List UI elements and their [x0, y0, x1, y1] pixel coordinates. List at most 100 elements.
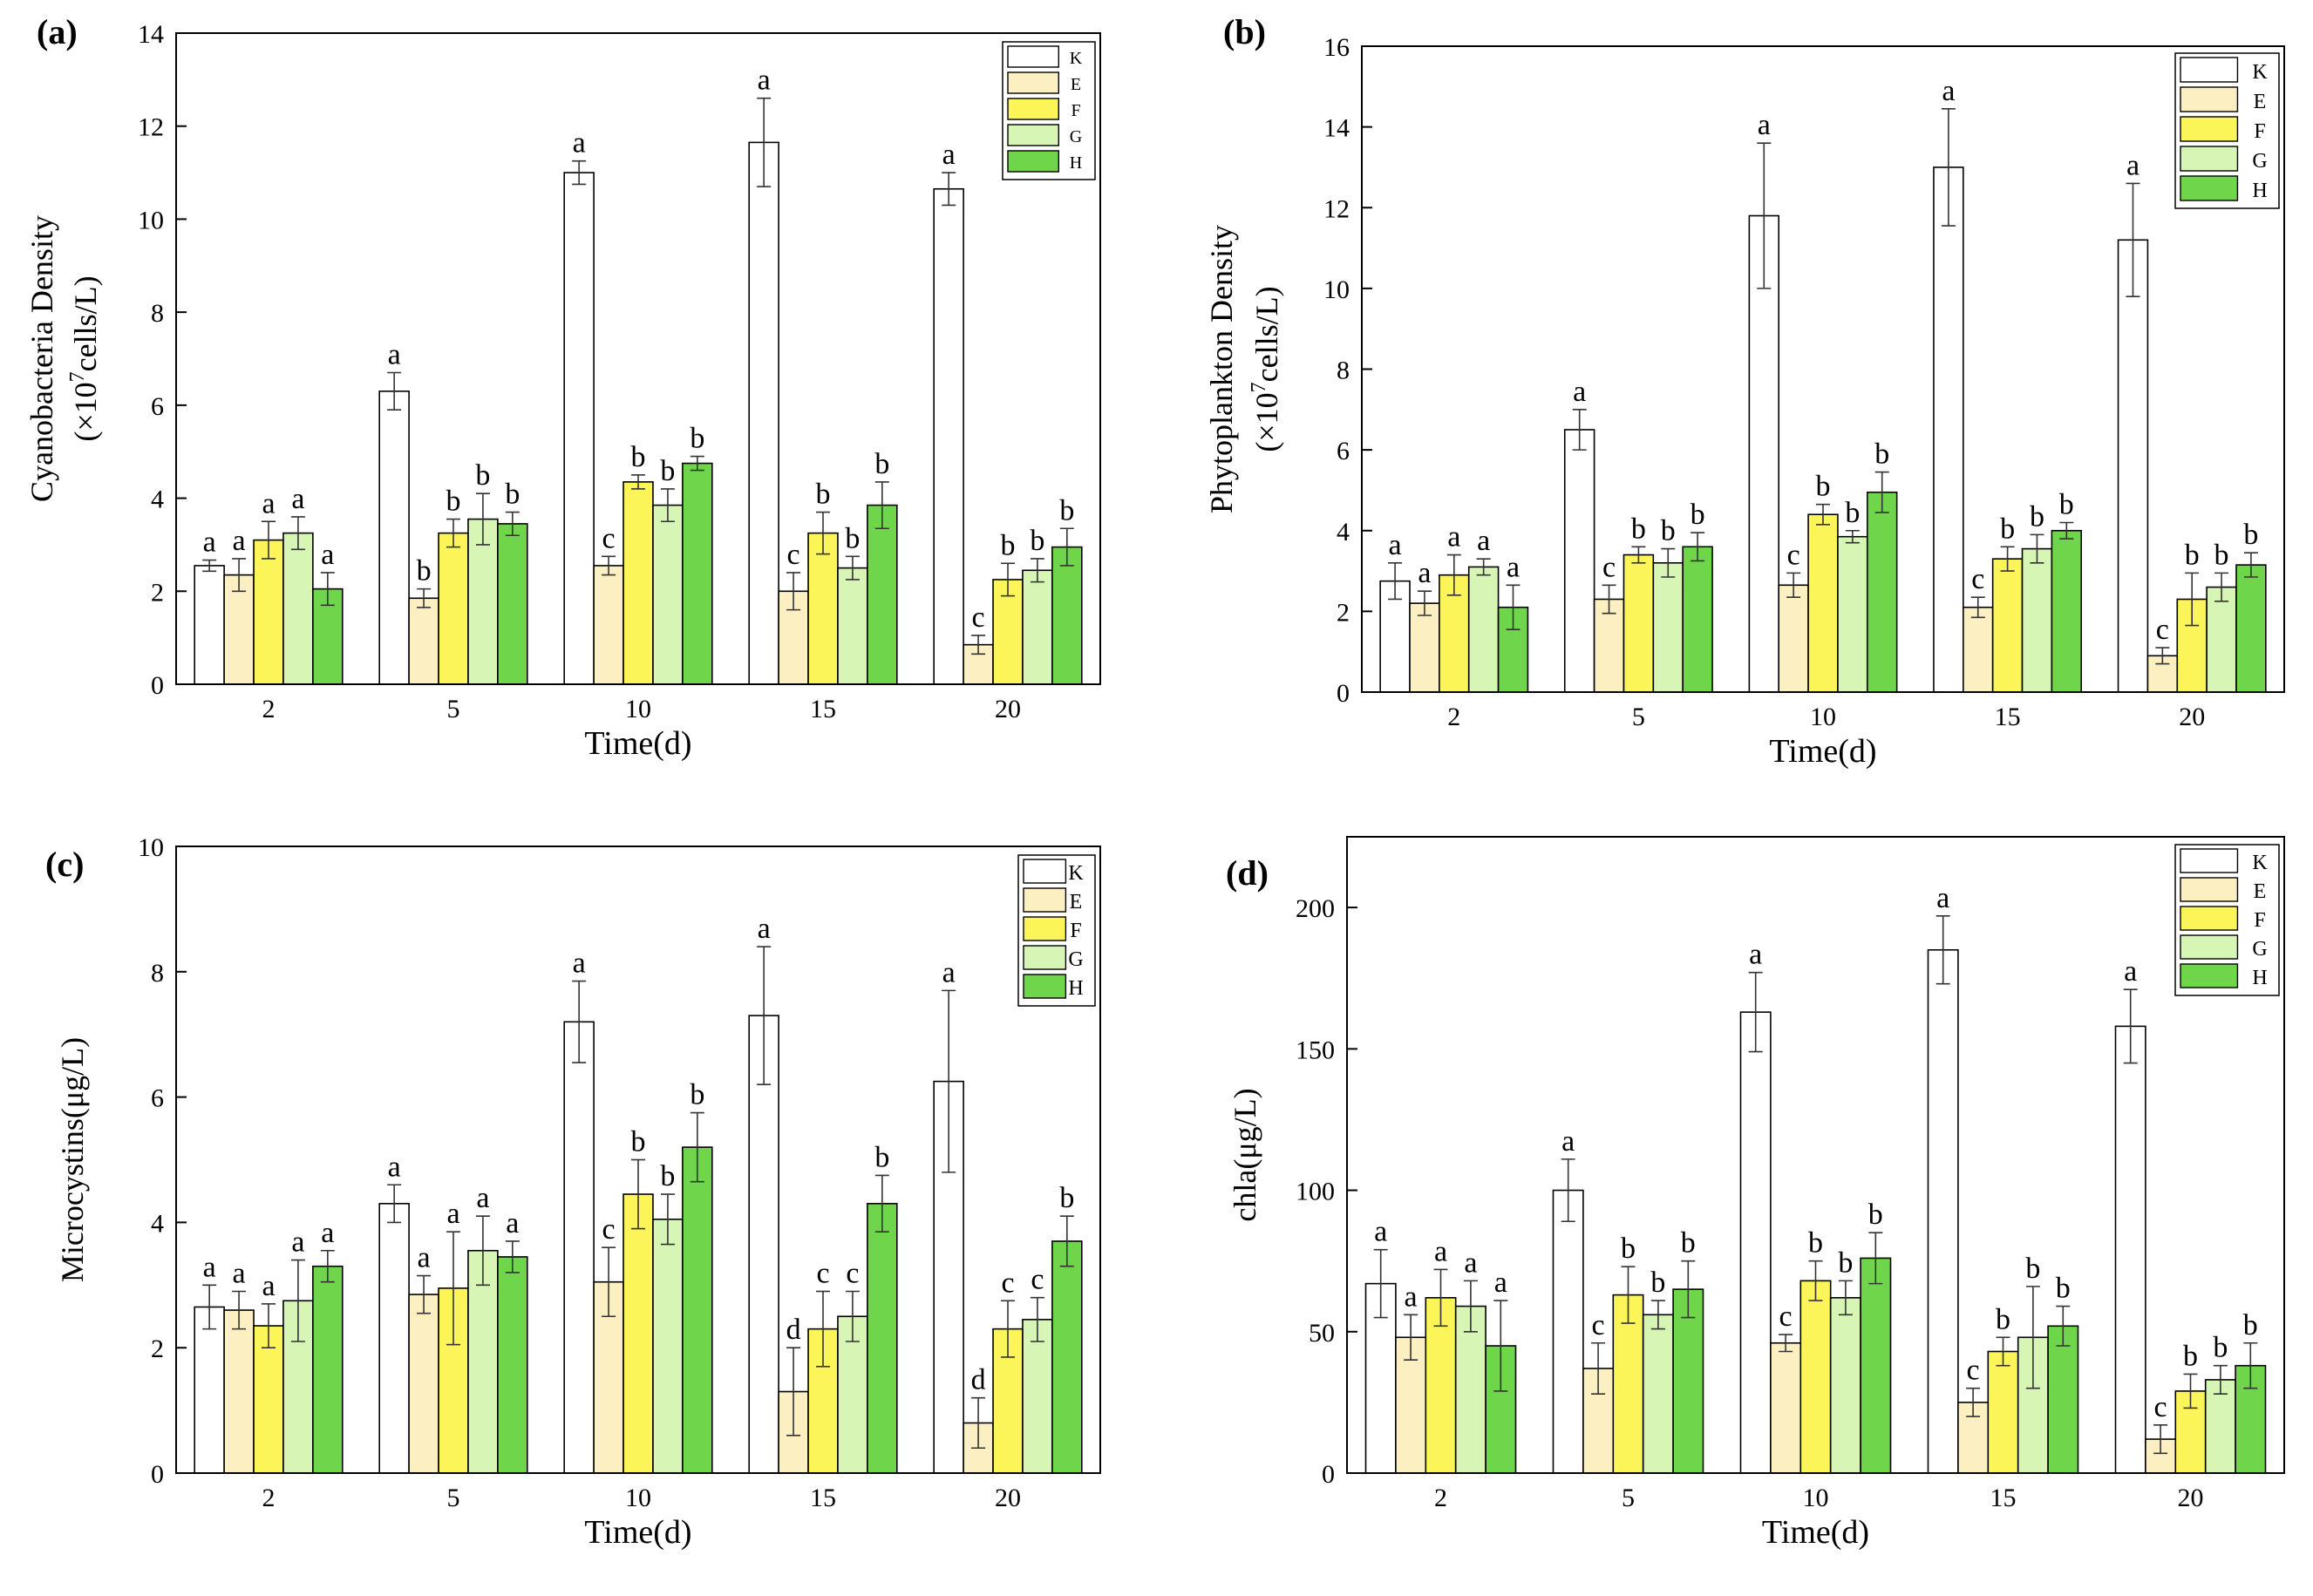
- significance-letter: a: [942, 139, 956, 171]
- bar-F-5: [438, 532, 469, 685]
- y-axis-unit-prefix: (×10: [1249, 392, 1284, 452]
- bar-K-20: [933, 187, 964, 685]
- significance-letter: c: [602, 522, 616, 554]
- bar-E-2: [223, 574, 255, 685]
- y-tick-label: 50: [1309, 1319, 1335, 1348]
- significance-letter: b: [2059, 488, 2074, 520]
- legend-label: G: [1070, 127, 1082, 146]
- significance-letter: a: [233, 525, 246, 557]
- y-axis-label: chla(μg/L): [1228, 1088, 1262, 1221]
- panel-label: (d): [1226, 853, 1269, 893]
- bar-K-10: [1739, 1011, 1772, 1474]
- significance-letter: b: [505, 479, 520, 511]
- significance-letter: b: [1030, 525, 1044, 557]
- x-tick-label: 20: [995, 1484, 1021, 1512]
- bar-F-10: [1807, 513, 1839, 693]
- y-tick-label: 6: [151, 1084, 164, 1113]
- significance-letter: b: [690, 423, 704, 455]
- y-tick-label: 14: [138, 20, 164, 49]
- significance-letter: c: [846, 1257, 859, 1289]
- bar-K-15: [1933, 166, 1964, 693]
- x-tick-label: 10: [625, 1484, 651, 1512]
- x-tick-label: 15: [810, 695, 836, 723]
- significance-letter: b: [475, 459, 490, 492]
- y-tick-label: 12: [1323, 194, 1350, 223]
- significance-letter: a: [476, 1182, 489, 1214]
- bar-E-15: [1963, 606, 1994, 693]
- significance-letter: a: [1418, 557, 1431, 589]
- bar-K-15: [748, 141, 779, 685]
- significance-letter: b: [2025, 1253, 2040, 1285]
- legend-label: H: [2252, 180, 2267, 202]
- bar-G-20: [1022, 1319, 1053, 1474]
- x-tick-label: 2: [262, 695, 276, 723]
- significance-letter: b: [1631, 513, 1646, 545]
- legend-swatch-K: [2180, 848, 2239, 873]
- significance-letter: b: [845, 522, 860, 554]
- significance-letter: a: [291, 483, 304, 515]
- significance-letter: b: [1621, 1233, 1636, 1265]
- significance-letter: a: [1942, 75, 1955, 107]
- x-tick-label: 10: [1810, 703, 1836, 731]
- bar-G-5: [1652, 561, 1684, 693]
- y-axis-unit-label: (×107cells/L): [1248, 286, 1284, 452]
- x-tick-label: 15: [810, 1484, 836, 1512]
- significance-letter: c: [1602, 551, 1616, 583]
- y-tick-label: 0: [1337, 679, 1350, 708]
- y-tick-label: 10: [1323, 275, 1350, 304]
- significance-letter: c: [1031, 1264, 1044, 1296]
- bar-K-2: [194, 1306, 225, 1474]
- significance-letter: c: [1592, 1309, 1605, 1341]
- significance-letter: b: [660, 455, 675, 487]
- legend-label: G: [1068, 948, 1083, 971]
- bar-K-20: [2117, 239, 2149, 693]
- legend-swatch-K: [1007, 45, 1059, 68]
- legend-label: E: [1070, 891, 1083, 913]
- bar-K-10: [563, 1021, 595, 1474]
- significance-letter: b: [2214, 539, 2229, 571]
- bar-E-2: [1409, 602, 1440, 693]
- significance-letter: d: [786, 1314, 801, 1346]
- y-tick-label: 0: [1322, 1460, 1335, 1489]
- y-tick-label: 2: [1337, 598, 1350, 627]
- x-tick-label: 10: [625, 695, 651, 723]
- y-tick-label: 200: [1296, 894, 1335, 923]
- significance-letter: b: [2213, 1332, 2228, 1364]
- significance-letter: a: [291, 1226, 304, 1259]
- legend-swatch-K: [2180, 57, 2239, 83]
- significance-letter: b: [690, 1079, 704, 1111]
- significance-letter: b: [2243, 1309, 2258, 1341]
- significance-letter: a: [262, 487, 275, 520]
- significance-letter: b: [874, 448, 889, 480]
- y-tick-label: 4: [1337, 518, 1350, 547]
- plot-frame: [175, 846, 1101, 1474]
- x-tick-label: 5: [1632, 703, 1645, 731]
- significance-letter: a: [321, 1217, 334, 1249]
- y-axis-unit-suffix: cells/L): [1249, 286, 1284, 382]
- significance-letter: a: [2126, 149, 2140, 181]
- significance-letter: c: [1787, 539, 1800, 571]
- legend-label: F: [1070, 920, 1081, 942]
- bar-H-20: [2235, 564, 2267, 693]
- bar-K-15: [1927, 948, 1959, 1474]
- bar-H-20: [1051, 546, 1083, 685]
- significance-letter: a: [418, 1242, 431, 1274]
- bar-G-15: [2021, 547, 2053, 693]
- significance-letter: a: [758, 913, 771, 945]
- legend-label: E: [2254, 880, 2267, 903]
- significance-letter: a: [573, 947, 586, 980]
- legend-swatch-F: [1007, 98, 1059, 120]
- y-tick-label: 8: [151, 299, 164, 328]
- bar-H-10: [1860, 1257, 1892, 1474]
- legend-label: K: [1070, 49, 1083, 68]
- legend-swatch-H: [2180, 963, 2239, 988]
- x-tick-label: 10: [1803, 1484, 1829, 1512]
- bar-E-10: [1770, 1341, 1802, 1474]
- y-tick-label: 10: [138, 206, 164, 234]
- x-tick-label: 2: [1447, 703, 1460, 731]
- legend-swatch-G: [1023, 945, 1067, 970]
- y-tick-label: 0: [151, 671, 164, 700]
